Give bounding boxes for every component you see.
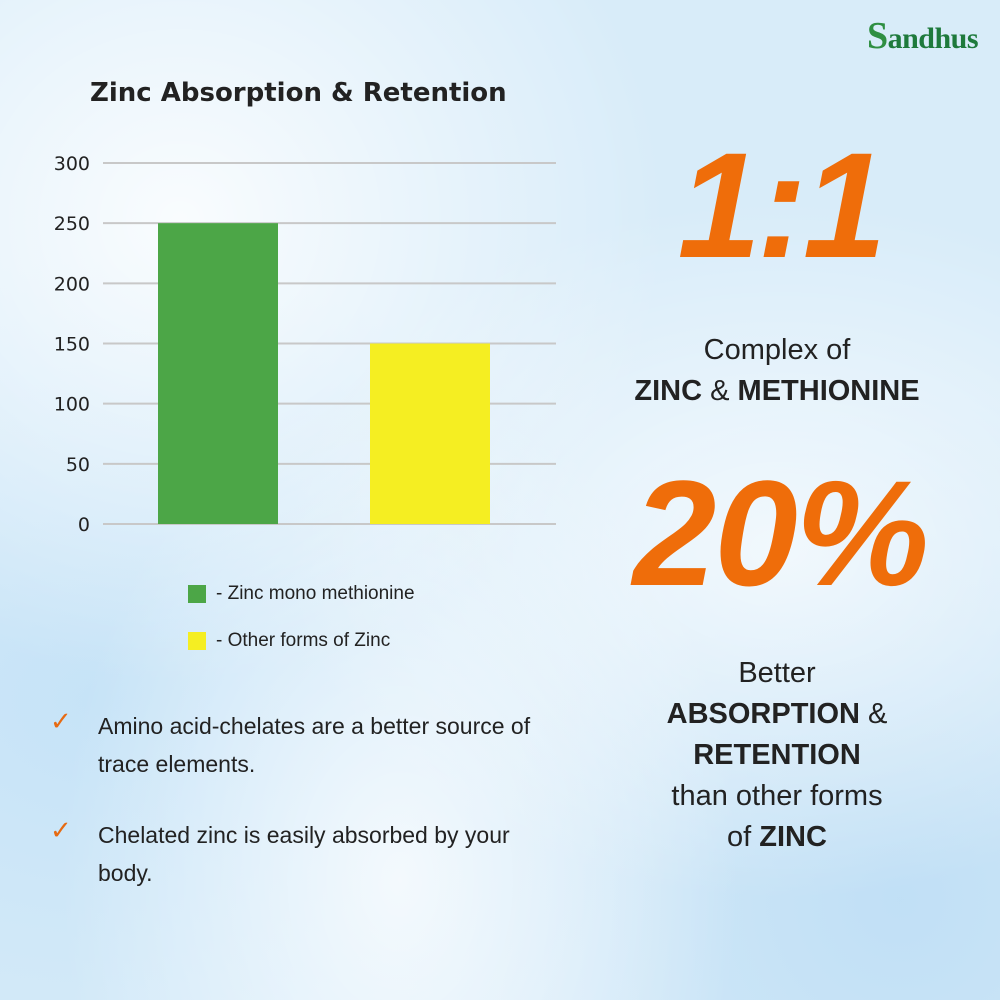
ratio-headline: 1:1	[677, 121, 887, 289]
percent-headline: 20%	[632, 449, 929, 617]
bullet-item: ✓ Chelated zinc is easily absorbed by yo…	[50, 816, 570, 892]
legend-swatch-green	[188, 585, 206, 603]
bullet-text: Chelated zinc is easily absorbed by your…	[98, 822, 510, 886]
better-line5: of ZINC	[577, 817, 977, 858]
checkmark-icon: ✓	[50, 706, 72, 736]
legend-label: - Other forms of Zinc	[216, 630, 391, 651]
better-line3: RETENTION	[577, 735, 977, 776]
ampersand: &	[710, 375, 730, 407]
zinc-label: ZINC	[759, 821, 827, 853]
legend-label: - Zinc mono methionine	[216, 583, 415, 604]
y-tick-label: 0	[78, 514, 90, 536]
brand-logo: Sandhus	[866, 15, 979, 57]
better-text: Better ABSORPTION & RETENTION than other…	[577, 653, 977, 858]
legend-item-zinc-mono-methionine: - Zinc mono methionine	[188, 583, 415, 605]
y-tick-label: 250	[54, 213, 90, 235]
ampersand: &	[868, 698, 888, 730]
y-tick-label: 300	[54, 153, 90, 175]
better-line2: ABSORPTION &	[577, 694, 977, 735]
better-line1: Better	[738, 657, 816, 689]
y-tick-label: 200	[54, 273, 90, 295]
y-tick-label: 100	[54, 394, 90, 416]
checkmark-icon: ✓	[50, 815, 72, 845]
methionine-label: METHIONINE	[737, 375, 920, 407]
complex-line2: ZINC & METHIONINE	[577, 371, 977, 412]
complex-text: Complex of ZINC & METHIONINE	[577, 330, 977, 412]
zinc-label: ZINC	[634, 375, 703, 407]
chart-title: Zinc Absorption & Retention	[90, 78, 507, 108]
bullet-item: ✓ Amino acid-chelates are a better sourc…	[50, 707, 570, 783]
y-tick-label: 150	[54, 334, 90, 356]
complex-line1: Complex of	[703, 334, 851, 366]
absorption-label: ABSORPTION	[666, 698, 860, 730]
bar-chart: 0 50 100 150 200 250 300	[54, 153, 556, 536]
bullet-text: Amino acid-chelates are a better source …	[98, 713, 531, 777]
legend-swatch-yellow	[188, 632, 206, 650]
bar-zinc-mono-methionine	[158, 223, 278, 524]
legend-item-other-forms: - Other forms of Zinc	[188, 630, 390, 652]
of-label: of	[727, 821, 752, 853]
retention-label: RETENTION	[693, 739, 861, 771]
bar-other-forms-of-zinc	[370, 343, 490, 524]
y-tick-label: 50	[66, 454, 90, 476]
better-line4: than other forms	[671, 780, 883, 812]
